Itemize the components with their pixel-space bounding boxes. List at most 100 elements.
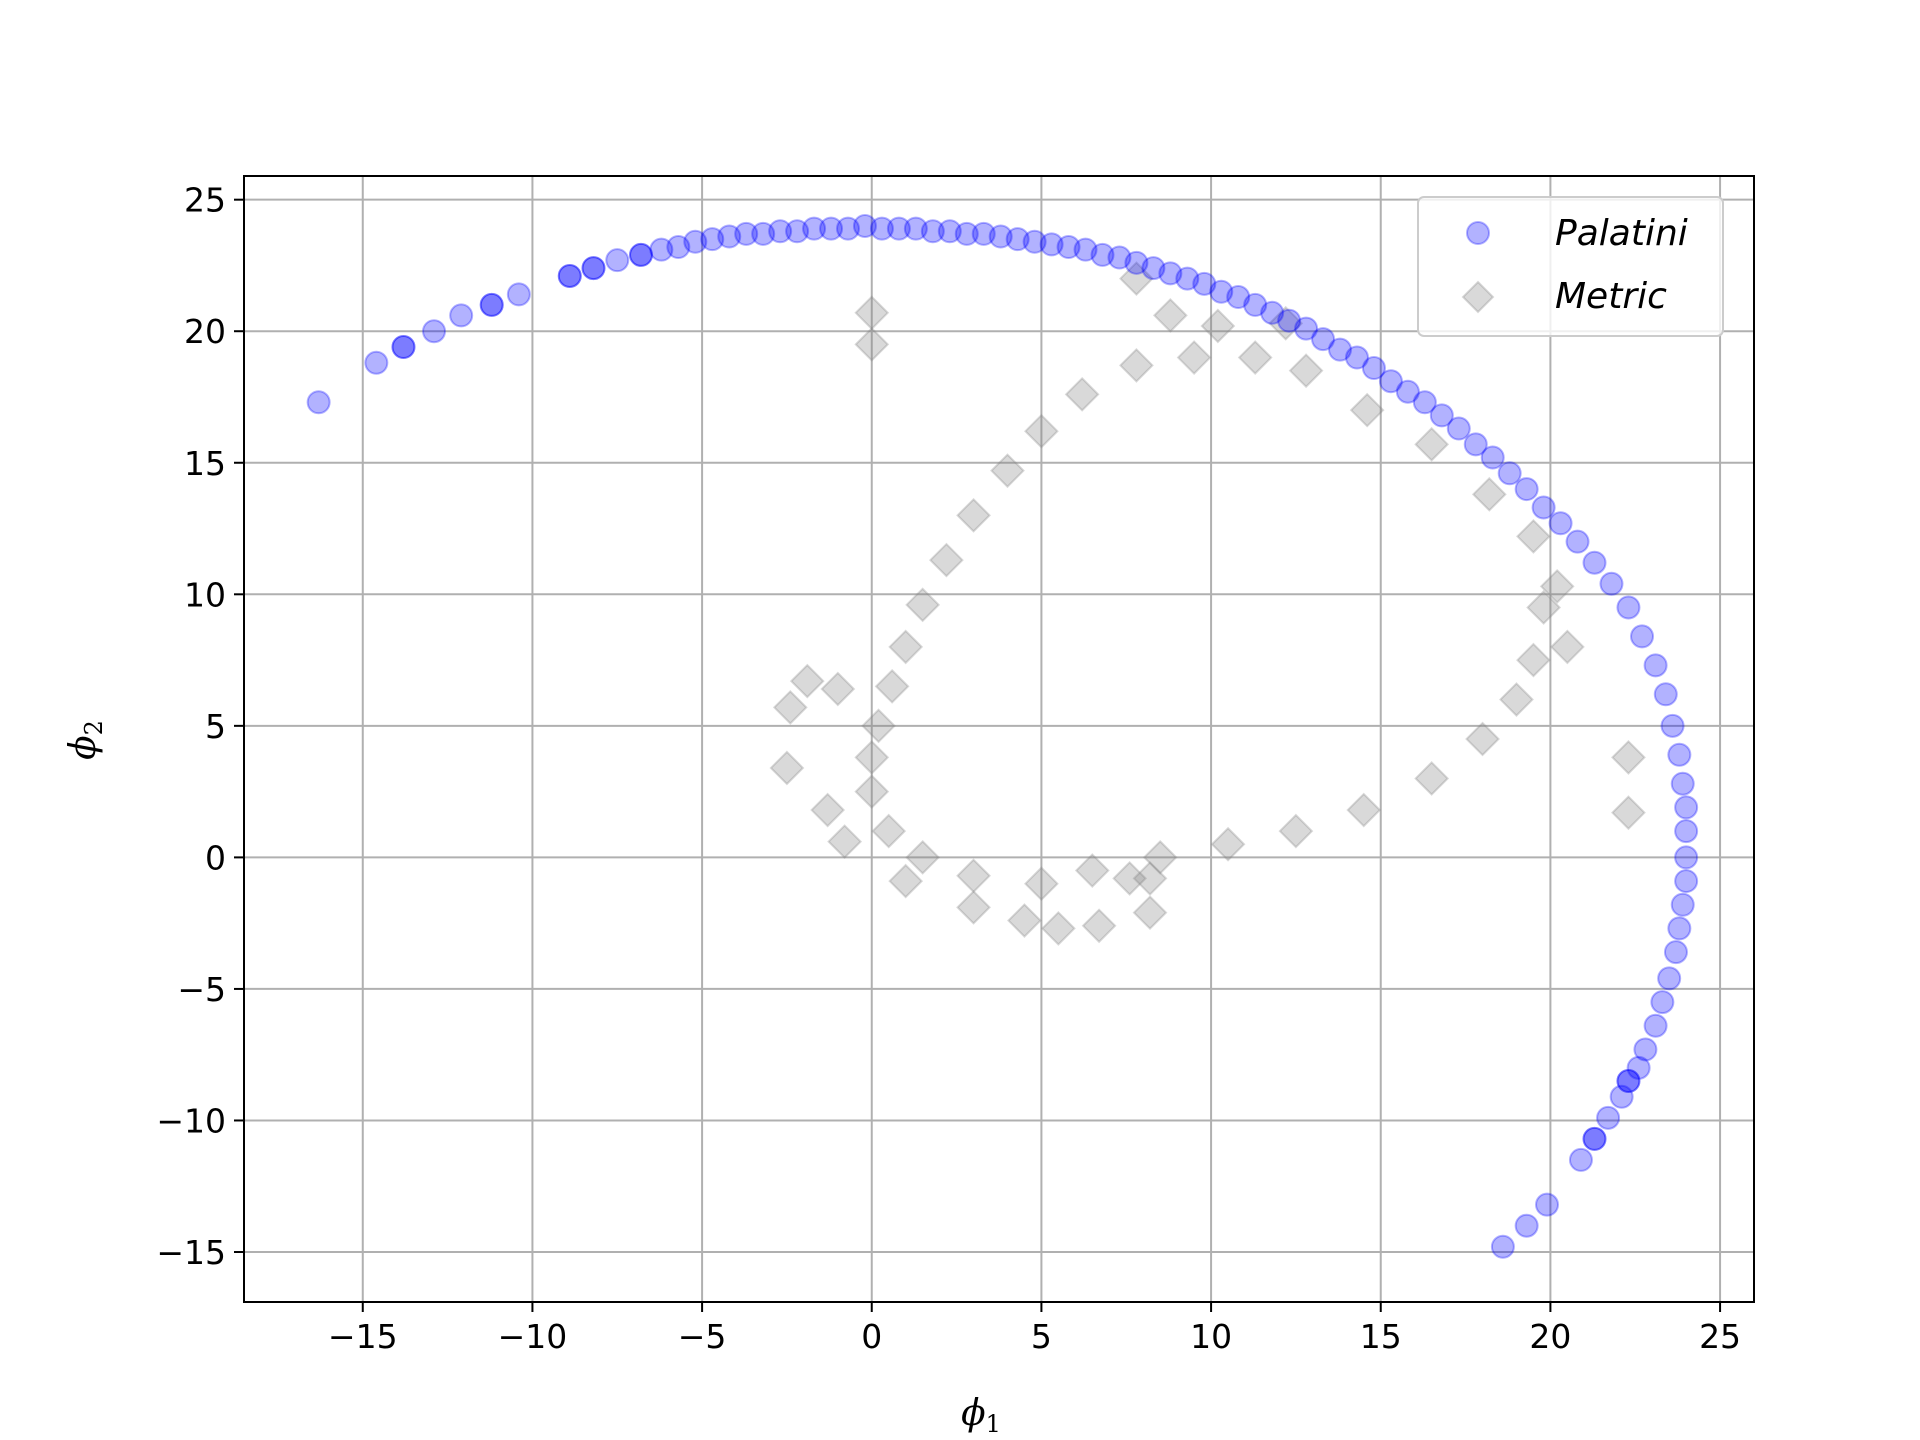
palatini-point — [1514, 477, 1539, 502]
palatini-point — [1653, 682, 1678, 707]
palatini-point — [1643, 1013, 1668, 1038]
y-tick-label: −15 — [156, 1233, 226, 1272]
y-tick-label: 0 — [205, 838, 226, 877]
palatini-point — [1663, 940, 1688, 965]
palatini-point — [1463, 432, 1488, 457]
palatini-point — [1616, 1069, 1641, 1094]
palatini-point — [988, 224, 1013, 249]
metric-point — [888, 863, 924, 899]
legend-palatini-marker — [1466, 221, 1490, 245]
palatini-point — [1674, 795, 1699, 820]
palatini-point — [649, 237, 674, 262]
y-tick-label: 10 — [184, 575, 226, 614]
palatini-point — [1429, 403, 1454, 428]
palatini-point — [954, 221, 979, 246]
palatini-point — [802, 216, 827, 241]
metric-point — [1119, 261, 1154, 297]
palatini-point — [666, 235, 691, 260]
metric-point — [854, 740, 890, 775]
palatini-point — [1599, 571, 1624, 596]
palatini-point — [937, 219, 962, 244]
palatini-point — [683, 229, 708, 254]
metric-point — [810, 792, 846, 828]
metric-point — [1119, 348, 1154, 383]
palatini-point — [1657, 966, 1682, 991]
metric-point — [1499, 682, 1534, 717]
palatini-point — [1311, 327, 1336, 352]
palatini-point — [1514, 1213, 1539, 1238]
palatini-point — [700, 227, 725, 252]
metric-point — [956, 858, 991, 894]
metric-point — [990, 453, 1025, 489]
palatini-point — [1609, 1084, 1634, 1109]
palatini-point — [1446, 416, 1471, 441]
palatini-point — [629, 242, 654, 267]
x-tick-label: 25 — [1699, 1317, 1741, 1356]
y-tick-label: 5 — [205, 707, 226, 746]
palatini-point — [581, 256, 606, 281]
plot-frame — [243, 175, 1755, 1303]
metric-point — [956, 497, 991, 533]
palatini-point — [306, 390, 331, 415]
metric-point — [1064, 376, 1100, 412]
palatini-point — [364, 350, 389, 375]
palatini-point — [1260, 300, 1285, 325]
metric-point — [769, 750, 805, 786]
palatini-point — [1175, 266, 1200, 291]
palatini-point — [852, 213, 877, 238]
palatini-point — [768, 219, 793, 244]
metric-point — [928, 542, 964, 578]
metric-point — [854, 774, 890, 810]
palatini-point — [1022, 229, 1047, 254]
y-tick-label: 25 — [184, 181, 226, 220]
y-tick-label: 15 — [184, 444, 226, 483]
palatini-point — [1674, 845, 1699, 870]
palatini-series — [306, 213, 1699, 1259]
palatini-point — [1535, 1192, 1560, 1217]
metric-point — [1516, 519, 1551, 554]
palatini-point — [1039, 232, 1064, 257]
palatini-point — [1565, 529, 1590, 554]
palatini-point — [629, 242, 654, 267]
palatini-point — [1650, 990, 1675, 1015]
legend-metric-label: Metric — [1555, 276, 1667, 317]
palatini-point — [751, 221, 776, 246]
x-tick-label: 5 — [1031, 1317, 1052, 1356]
metric-point — [861, 708, 896, 744]
palatini-point — [1395, 379, 1420, 404]
palatini-point — [1670, 892, 1695, 917]
palatini-point — [479, 292, 504, 317]
metric-point — [854, 295, 890, 331]
metric-point — [1516, 642, 1551, 678]
palatini-point — [1582, 550, 1607, 575]
metric-point — [1346, 792, 1382, 828]
palatini-point — [391, 335, 416, 360]
metric-point — [1611, 740, 1646, 775]
palatini-point — [785, 219, 810, 244]
palatini-point — [1531, 495, 1556, 520]
metric-point — [956, 889, 991, 925]
y-tick-label: −10 — [156, 1101, 226, 1140]
palatini-point — [479, 292, 504, 317]
metric-point — [1200, 308, 1236, 344]
palatini-point — [1243, 292, 1268, 317]
palatini-point — [903, 216, 928, 241]
x-axis-title-subscript: 1 — [986, 1410, 1001, 1438]
palatini-point — [422, 319, 447, 344]
metric-point — [1465, 721, 1500, 757]
palatini-point — [1480, 445, 1505, 470]
metric-point — [820, 671, 856, 707]
y-axis-ticks: −15 −10 −5 0 5 10 15 20 25 — [156, 181, 244, 1272]
palatini-point — [717, 224, 742, 249]
metric-point — [1142, 839, 1178, 875]
palatini-point — [836, 216, 860, 241]
palatini-point — [1412, 390, 1437, 415]
palatini-point — [1056, 235, 1081, 260]
palatini-point — [1294, 316, 1319, 341]
metric-point — [1040, 911, 1076, 946]
palatini-point — [734, 221, 759, 246]
metric-point — [1349, 392, 1385, 428]
metric-point — [871, 813, 907, 849]
metric-point — [1132, 861, 1168, 896]
y-tick-label: 20 — [184, 312, 226, 351]
